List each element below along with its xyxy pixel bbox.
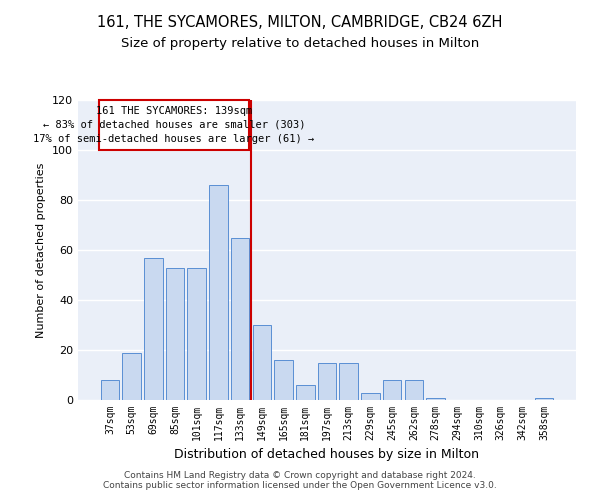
- Bar: [427, 398, 445, 400]
- Y-axis label: Number of detached properties: Number of detached properties: [37, 162, 46, 338]
- Bar: [274, 360, 293, 400]
- Bar: [101, 380, 119, 400]
- Bar: [122, 352, 141, 400]
- Bar: [144, 258, 163, 400]
- Bar: [166, 268, 184, 400]
- Text: 161, THE SYCAMORES, MILTON, CAMBRIDGE, CB24 6ZH: 161, THE SYCAMORES, MILTON, CAMBRIDGE, C…: [97, 15, 503, 30]
- Bar: [318, 362, 336, 400]
- Bar: [361, 392, 380, 400]
- Bar: [253, 325, 271, 400]
- Text: Contains HM Land Registry data © Crown copyright and database right 2024.
Contai: Contains HM Land Registry data © Crown c…: [103, 470, 497, 490]
- Bar: [231, 238, 250, 400]
- Bar: [296, 385, 314, 400]
- Bar: [535, 398, 553, 400]
- Text: Size of property relative to detached houses in Milton: Size of property relative to detached ho…: [121, 38, 479, 51]
- Bar: [340, 362, 358, 400]
- Bar: [404, 380, 423, 400]
- Bar: [383, 380, 401, 400]
- Bar: [209, 185, 227, 400]
- X-axis label: Distribution of detached houses by size in Milton: Distribution of detached houses by size …: [175, 448, 479, 462]
- Text: 161 THE SYCAMORES: 139sqm
← 83% of detached houses are smaller (303)
17% of semi: 161 THE SYCAMORES: 139sqm ← 83% of detac…: [33, 106, 314, 144]
- Bar: [187, 268, 206, 400]
